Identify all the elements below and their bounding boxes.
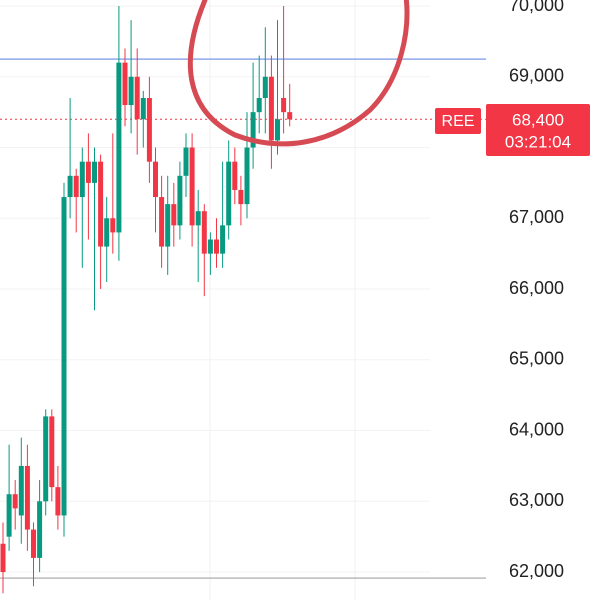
candle-body [226,161,232,226]
candle-body [195,211,201,226]
price-badge [486,104,590,156]
countdown-label: 03:21:04 [505,132,571,151]
y-tick-label: 65,000 [509,349,564,369]
y-tick-label: 66,000 [509,278,564,298]
candle-body [104,218,110,247]
candle-body [268,76,274,141]
candle-body [171,204,177,226]
candle-body [98,161,104,247]
candle-body [165,204,171,247]
candle-body [128,76,134,106]
candle-body [55,487,61,516]
y-tick-label: 63,000 [509,490,564,510]
candle-body [31,529,36,558]
candle-body [12,494,18,509]
candle-body [140,97,146,120]
candle-body [116,62,122,233]
candles [0,6,293,594]
symbol-label: REE [442,113,475,130]
y-tick-label: 64,000 [509,419,564,439]
candle-body [189,147,195,226]
candle-body [220,225,226,254]
last-price-label: 68,400 [512,110,564,129]
y-tick-label: 67,000 [509,207,564,227]
candle-body [281,97,287,113]
candle-body [244,147,250,205]
candle-body [287,112,293,120]
candle-body [159,197,165,247]
candle-body [49,416,55,488]
candle-body [92,161,97,183]
candle-body [153,161,158,198]
y-tick-label: 70,000 [509,0,564,15]
candle-body [110,218,116,233]
candle-body [250,112,256,148]
candle-body [275,119,280,141]
y-tick-label: 62,000 [509,561,564,581]
y-tick-label: 69,000 [509,66,564,86]
candle-body [207,239,213,254]
symbol-badge [435,108,481,134]
hand-drawn-circle [187,0,410,147]
candle-body [177,175,183,226]
candle-body [238,189,244,205]
candle-body [61,197,67,516]
candle-body [24,465,30,530]
candle-body [37,501,43,558]
candle-body [73,175,79,198]
candle-body [6,494,12,537]
candle-body [0,543,6,573]
candle-body [256,97,262,113]
candle-body [67,175,73,198]
candle-body [214,239,219,254]
candle-body [122,62,128,106]
candle-body [262,76,268,98]
candle-body [146,97,152,162]
candle-body [232,161,238,190]
candle-body [183,147,189,176]
grid [0,5,430,573]
lines [0,58,486,579]
candle-body [201,211,207,254]
candle-body [134,76,140,120]
candle-body [85,161,91,183]
candle-body [43,416,49,502]
candle-body [18,465,24,516]
candle-body [79,161,85,198]
